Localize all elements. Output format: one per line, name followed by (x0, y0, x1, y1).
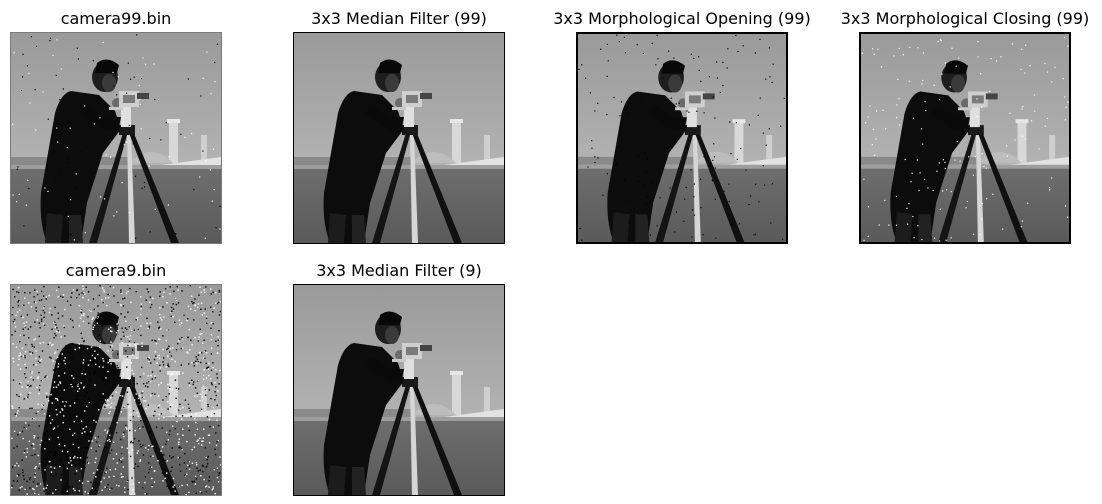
camera-lens (420, 93, 432, 99)
tower (169, 373, 178, 415)
tower (169, 121, 178, 163)
image-camera99 (10, 32, 222, 244)
image-opening-99 (576, 32, 788, 244)
tower-small (766, 135, 772, 163)
tower (734, 121, 743, 163)
cameraman-image (11, 33, 221, 243)
panel-title: 3x3 Morphological Opening (99) (536, 8, 828, 30)
tower (452, 121, 461, 163)
cameraman-image (578, 34, 786, 242)
panel-title: 3x3 Median Filter (9) (253, 260, 545, 282)
cameraman-image (861, 34, 1069, 242)
tower-small (484, 387, 490, 415)
panel-title: camera99.bin (0, 8, 262, 30)
tower (452, 373, 461, 415)
panel-title: 3x3 Morphological Closing (99) (819, 8, 1102, 30)
tower-small (201, 387, 207, 415)
image-median-9 (293, 284, 505, 496)
image-closing-99 (859, 32, 1071, 244)
tower-small (484, 135, 490, 163)
camera-lens (420, 345, 432, 351)
image-median-99 (293, 32, 505, 244)
cameraman-image (11, 285, 221, 495)
panel-title: 3x3 Median Filter (99) (253, 8, 545, 30)
panel-title: camera9.bin (0, 260, 262, 282)
tower-small (201, 135, 207, 163)
cameraman-image (294, 33, 504, 243)
camera-lens (986, 93, 998, 99)
image-camera9 (10, 284, 222, 496)
camera-lens (137, 93, 149, 99)
tower (1017, 121, 1026, 163)
camera-lens (137, 345, 149, 351)
tower-small (1049, 135, 1055, 163)
cameraman-image (294, 285, 504, 495)
